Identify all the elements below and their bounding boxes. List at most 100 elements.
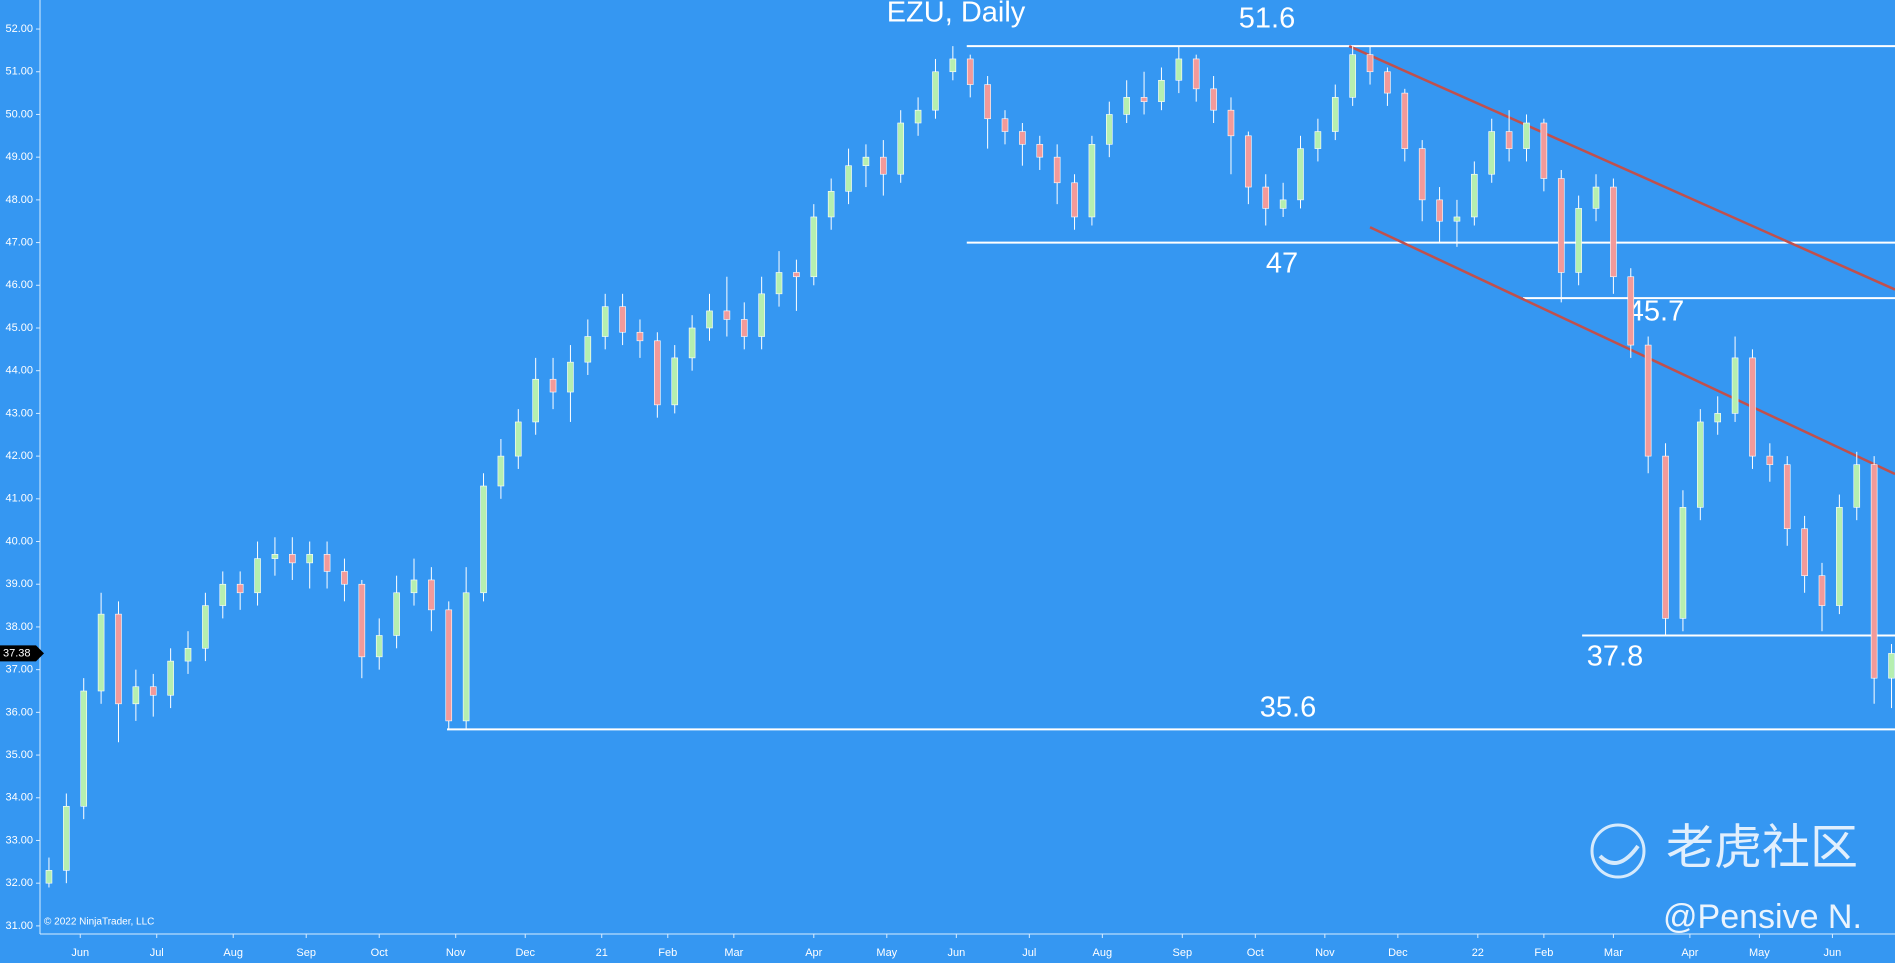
candle-body	[1071, 182, 1078, 218]
candle-body	[289, 554, 296, 564]
candle-body	[1314, 131, 1322, 149]
x-tick-label: May	[876, 947, 897, 959]
y-tick-label: 47.00	[5, 236, 33, 248]
last-price-tag	[0, 645, 44, 662]
candle-body	[428, 579, 435, 611]
watermark-logo	[1590, 823, 1646, 879]
y-tick-label: 42.00	[5, 450, 33, 462]
y-tick-label: 31.00	[5, 920, 33, 932]
candle-body	[306, 554, 313, 564]
x-tick-label: Oct	[371, 947, 388, 959]
candle-body	[236, 583, 244, 594]
candle-body	[1210, 88, 1217, 111]
candle-body	[1888, 653, 1895, 679]
y-tick-label: 32.00	[5, 877, 33, 889]
x-tick-label: 21	[596, 947, 608, 959]
level-label: 35.6	[1260, 692, 1316, 724]
candle-body	[1140, 97, 1148, 102]
candle-body	[1262, 186, 1270, 209]
candle-body	[254, 558, 261, 594]
candle-body	[619, 306, 626, 333]
candle-body	[1818, 575, 1826, 606]
candle-body	[1384, 71, 1391, 94]
candle-body	[514, 421, 522, 457]
candle-body	[445, 609, 453, 722]
candle-body	[1766, 455, 1774, 465]
candle-body	[1610, 186, 1617, 278]
candle-body	[149, 686, 157, 696]
x-tick-label: Nov	[446, 947, 466, 959]
x-tick-label: Aug	[223, 947, 243, 959]
candle-body	[1053, 156, 1061, 184]
candle-body	[1036, 144, 1044, 158]
candle-body	[740, 319, 748, 337]
candle-body	[862, 156, 870, 167]
candle-body	[636, 331, 644, 342]
level-label: 37.8	[1587, 641, 1643, 673]
candle-body	[1349, 54, 1356, 98]
x-tick-label: Jul	[150, 947, 164, 959]
candle-body	[1123, 97, 1130, 115]
candle-body	[1019, 131, 1026, 145]
candle-body	[758, 293, 765, 337]
y-tick-label: 33.00	[5, 834, 33, 846]
candle-body	[654, 340, 661, 406]
candle-body	[358, 583, 366, 658]
candle-body	[914, 109, 922, 124]
last-price-label: 37.38	[3, 647, 31, 659]
candle-body	[793, 272, 800, 278]
y-tick-label: 41.00	[5, 493, 33, 505]
y-tick-label: 52.00	[5, 23, 33, 35]
y-tick-label: 37.00	[5, 664, 33, 676]
y-tick-label: 51.00	[5, 66, 33, 78]
x-tick-label: Mar	[1604, 947, 1623, 959]
candle-body	[1331, 97, 1339, 132]
candle-body	[271, 554, 279, 559]
y-tick-label: 40.00	[5, 535, 33, 547]
y-tick-label: 39.00	[5, 578, 33, 590]
candle-body	[1836, 507, 1843, 606]
candles	[45, 46, 1895, 888]
candle-body	[1175, 58, 1183, 81]
candle-body	[1088, 144, 1096, 218]
x-tick-label: Jun	[1824, 947, 1842, 959]
x-tick-label: Apr	[805, 947, 822, 959]
candle-body	[480, 485, 487, 594]
candle-body	[1749, 357, 1756, 457]
candle-body	[845, 165, 852, 192]
candle-body	[1192, 58, 1200, 90]
candle-body	[1644, 344, 1652, 457]
trend-line	[1348, 44, 1895, 291]
candle-body	[584, 336, 592, 363]
candle-body	[1158, 79, 1165, 102]
candle-body	[827, 191, 835, 218]
candle-body	[80, 690, 88, 807]
candle-body	[497, 455, 505, 487]
candle-body	[775, 272, 783, 295]
copyright: © 2022 NinjaTrader, LLC	[44, 917, 154, 928]
candle-body	[167, 660, 174, 696]
x-tick-label: Sep	[1173, 947, 1193, 959]
candle-body	[184, 647, 192, 662]
x-tick-label: May	[1749, 947, 1770, 959]
candle-body	[601, 306, 609, 337]
x-tick-label: Jun	[947, 947, 965, 959]
candle-body	[949, 58, 957, 73]
y-tick-label: 48.00	[5, 194, 33, 206]
x-tick-label: Feb	[1534, 947, 1553, 959]
candle-body	[1227, 109, 1235, 137]
y-tick-label: 44.00	[5, 365, 33, 377]
candle-body	[880, 156, 887, 175]
candle-body	[1401, 92, 1409, 149]
level-label: 45.7	[1628, 296, 1684, 328]
y-tick-label: 46.00	[5, 279, 33, 291]
x-tick-label: Oct	[1247, 947, 1264, 959]
x-tick-label: Dec	[1388, 947, 1408, 959]
candle-body	[462, 592, 470, 722]
candle-body	[1731, 357, 1739, 414]
candle-body	[706, 310, 713, 329]
candle-body	[1453, 216, 1461, 222]
candle-body	[1540, 122, 1548, 179]
candle-body	[375, 635, 383, 658]
candle-body	[410, 579, 418, 594]
